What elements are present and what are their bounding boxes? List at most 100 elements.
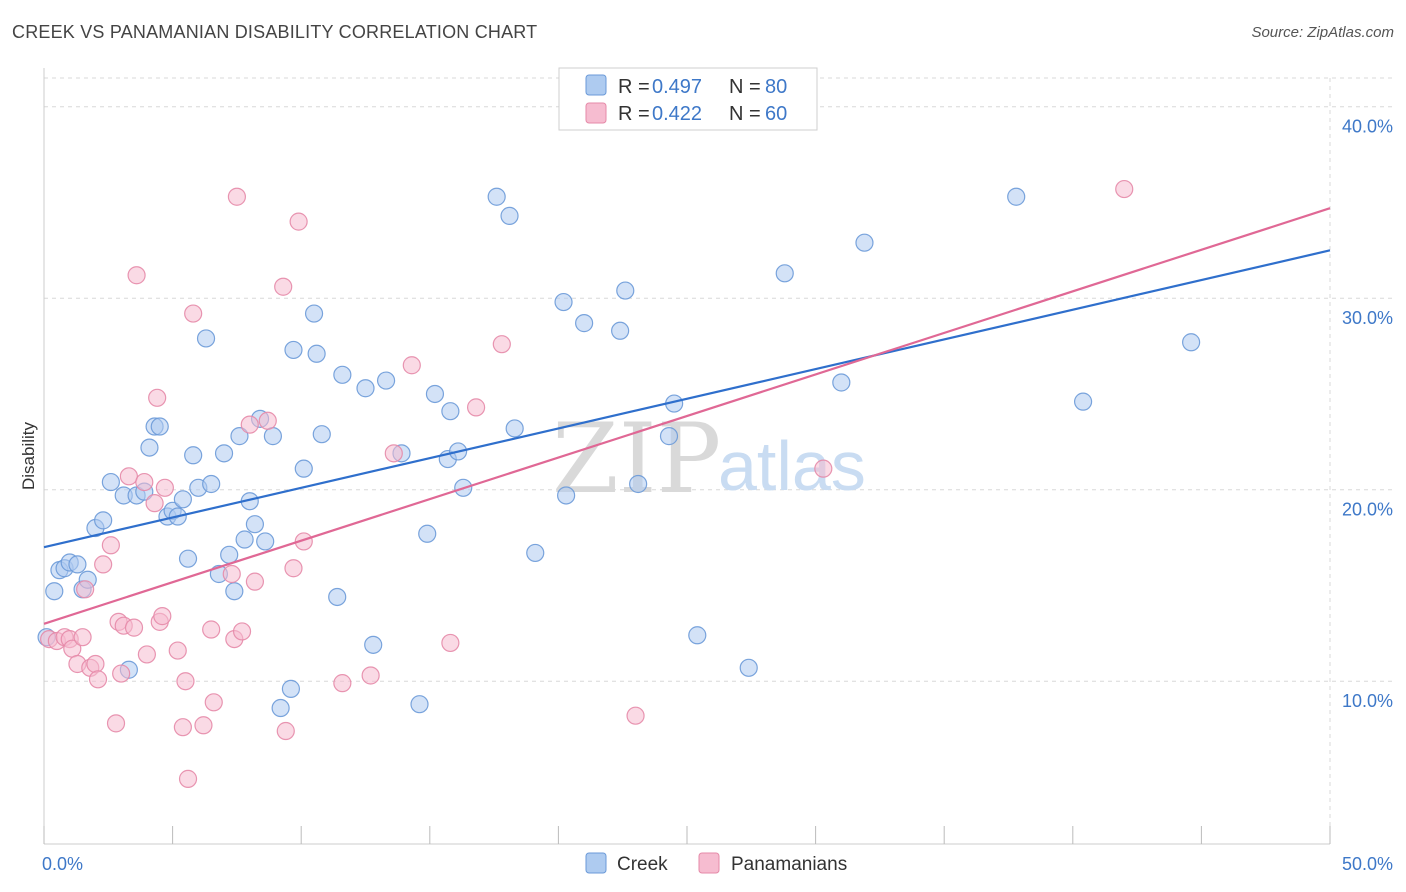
creek-point <box>775 264 794 283</box>
creek-point <box>376 371 396 390</box>
axes <box>43 68 1331 845</box>
panamanian-point <box>626 706 645 725</box>
creek-point <box>294 459 313 478</box>
creek-point <box>1182 333 1201 352</box>
creek-point <box>235 530 254 549</box>
creek-point <box>214 444 234 463</box>
creek-point <box>256 532 275 551</box>
panamanian-point <box>119 467 138 486</box>
panamanian-point <box>814 459 833 478</box>
panamanian-point <box>232 622 252 641</box>
y-tick-label: 40.0% <box>1342 117 1393 137</box>
creek-point <box>855 233 874 252</box>
legend-r-label: R = <box>618 103 650 125</box>
creek-point <box>196 329 216 348</box>
creek-point <box>1007 187 1026 206</box>
panamanian-point <box>289 212 308 231</box>
y-tick-label: 20.0% <box>1342 500 1393 520</box>
creek-point <box>410 695 429 714</box>
creek-point <box>202 474 221 494</box>
panamanian-point <box>145 494 164 513</box>
panamanian-point <box>124 618 144 637</box>
panamanian-point <box>86 654 105 674</box>
creek-point <box>1073 392 1093 411</box>
panamanian-point <box>194 716 213 735</box>
creek-point <box>184 446 203 465</box>
panamanian-point <box>384 444 403 463</box>
panamanian-point <box>245 572 265 591</box>
creek-point <box>220 545 239 564</box>
panamanian-point <box>106 714 126 733</box>
creek-point <box>94 511 113 530</box>
panamanian-point <box>168 641 187 660</box>
panamanian-point <box>274 277 293 296</box>
creek-point <box>271 698 290 718</box>
panamanian-point <box>222 564 241 584</box>
panamanian-point <box>137 645 156 664</box>
y-axis-title: Disability <box>19 421 38 490</box>
creek-point <box>68 555 87 574</box>
panamanian-point <box>135 472 154 492</box>
legend: R = 0.497 N = 80 R = 0.422 N = 60 <box>558 67 818 131</box>
panamanian-point <box>155 478 174 497</box>
page-title: CREEK VS PANAMANIAN DISABILITY CORRELATI… <box>12 22 538 42</box>
creek-point <box>659 427 679 446</box>
creek-point <box>487 187 506 206</box>
creek-point <box>45 582 64 601</box>
bottom-legend-swatch-creek <box>585 852 607 874</box>
panamanian-point <box>178 769 198 788</box>
bottom-legend-swatch-panamanians <box>698 852 720 874</box>
panamanian-point <box>153 607 172 626</box>
legend-n-label: N = <box>729 76 761 98</box>
creek-point <box>312 425 331 444</box>
creek-point <box>688 626 707 645</box>
creek-point <box>230 427 249 446</box>
creek-point <box>225 582 244 601</box>
y-tick-label: 10.0% <box>1342 691 1393 711</box>
x-tick-label: 0.0% <box>42 854 83 874</box>
panamanian-point <box>101 536 120 555</box>
creek-point <box>739 658 758 677</box>
legend-r-value: 0.422 <box>652 103 702 125</box>
creek-point <box>554 292 573 312</box>
x-tick-label: 50.0% <box>1342 854 1393 874</box>
creek-point <box>281 679 301 698</box>
bottom-legend-label-panamanians: Panamanians <box>731 854 847 875</box>
creek-point <box>173 490 192 509</box>
creek-point <box>557 486 576 505</box>
panamanian-trend-line <box>43 207 1331 625</box>
legend-r-label: R = <box>618 76 650 98</box>
panamanian-point <box>148 388 167 407</box>
bottom-legend: Creek Panamanians <box>585 852 847 875</box>
panamanian-point <box>492 335 511 354</box>
panamanian-point <box>227 187 246 206</box>
panamanian-point <box>112 664 131 683</box>
panamanian-point <box>204 693 223 712</box>
bottom-legend-label-creek: Creek <box>617 854 668 875</box>
watermark: ZIP atlas <box>552 403 866 515</box>
creek-point <box>441 402 460 421</box>
creek-point <box>425 384 445 404</box>
legend-n-value: 60 <box>765 103 787 125</box>
creek-point <box>611 321 630 340</box>
creek-point <box>101 472 120 492</box>
panamanian-point <box>184 304 203 323</box>
creek-point <box>500 206 519 225</box>
tick-labels: 10.0% 20.0% 30.0% 40.0% 0.0% 50.0% <box>42 117 1393 874</box>
creek-point <box>364 635 383 654</box>
creek-point <box>616 281 635 300</box>
panamanian-point <box>276 721 295 741</box>
creek-trend-line <box>43 249 1331 549</box>
creek-point <box>575 314 594 333</box>
panamanian-point <box>88 670 108 689</box>
panamanian-point <box>127 266 146 285</box>
creek-point <box>629 474 648 494</box>
creek-point <box>328 587 347 607</box>
legend-swatch-panamanians <box>585 102 607 124</box>
panamanian-point <box>258 411 277 430</box>
creek-point <box>526 543 545 563</box>
creek-point <box>178 549 198 568</box>
panamanian-point <box>176 672 195 691</box>
panamanian-point <box>76 580 95 599</box>
panamanian-point <box>466 398 486 417</box>
